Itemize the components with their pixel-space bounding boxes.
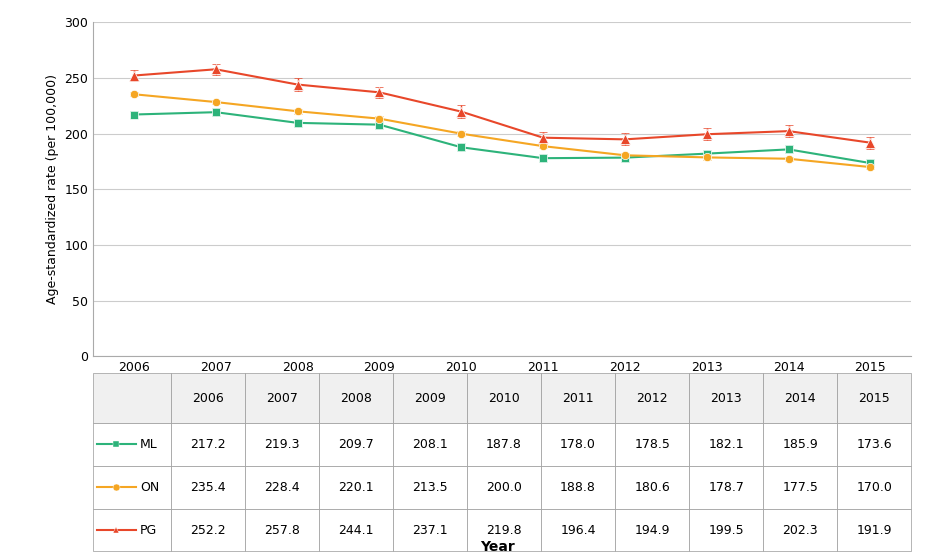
Bar [764, 466, 837, 509]
Bar [689, 373, 764, 423]
Bar [393, 509, 467, 551]
Text: 199.5: 199.5 [709, 524, 744, 536]
Bar [319, 509, 393, 551]
Text: 196.4: 196.4 [561, 524, 596, 536]
Text: 182.1: 182.1 [709, 438, 744, 451]
Text: 219.8: 219.8 [486, 524, 522, 536]
Text: 2006: 2006 [192, 392, 223, 404]
Text: 209.7: 209.7 [338, 438, 374, 451]
Text: 213.5: 213.5 [412, 481, 447, 494]
Text: 173.6: 173.6 [857, 438, 892, 451]
Text: 194.9: 194.9 [634, 524, 670, 536]
Text: 187.8: 187.8 [486, 438, 522, 451]
Bar [467, 423, 541, 466]
Bar [245, 509, 319, 551]
Text: 2010: 2010 [488, 392, 520, 404]
Text: 178.7: 178.7 [709, 481, 744, 494]
Text: 191.9: 191.9 [857, 524, 892, 536]
Bar [615, 509, 689, 551]
Text: 2007: 2007 [266, 392, 298, 404]
Bar [467, 509, 541, 551]
Bar [615, 373, 689, 423]
Bar [393, 423, 467, 466]
Text: 200.0: 200.0 [486, 481, 522, 494]
Text: 2014: 2014 [785, 392, 817, 404]
Bar [541, 466, 615, 509]
Y-axis label: Age-standardized rate (per 100,000): Age-standardized rate (per 100,000) [46, 75, 59, 304]
Bar [764, 373, 837, 423]
Bar [467, 373, 541, 423]
Text: 252.2: 252.2 [190, 524, 226, 536]
Text: 2011: 2011 [563, 392, 594, 404]
Text: 217.2: 217.2 [190, 438, 226, 451]
Text: 244.1: 244.1 [339, 524, 374, 536]
Bar [837, 423, 911, 466]
Text: 202.3: 202.3 [782, 524, 818, 536]
Bar [393, 373, 467, 423]
Text: 180.6: 180.6 [634, 481, 670, 494]
Bar [837, 509, 911, 551]
Text: 219.3: 219.3 [264, 438, 299, 451]
Text: PG: PG [140, 524, 157, 536]
Bar [764, 509, 837, 551]
Bar [615, 466, 689, 509]
Text: 177.5: 177.5 [782, 481, 818, 494]
Bar [541, 373, 615, 423]
Text: 185.9: 185.9 [782, 438, 818, 451]
Bar [689, 423, 764, 466]
Text: ML: ML [140, 438, 157, 451]
Bar [171, 509, 245, 551]
Text: 2012: 2012 [636, 392, 668, 404]
Bar [541, 509, 615, 551]
Bar [245, 423, 319, 466]
Bar [93, 423, 171, 466]
Text: 178.0: 178.0 [560, 438, 596, 451]
Bar [467, 466, 541, 509]
Bar [541, 423, 615, 466]
Text: 208.1: 208.1 [412, 438, 448, 451]
Bar [171, 423, 245, 466]
Bar [93, 509, 171, 551]
Bar [319, 373, 393, 423]
Text: 170.0: 170.0 [857, 481, 892, 494]
Bar [93, 373, 171, 423]
Bar [93, 466, 171, 509]
Text: 2015: 2015 [858, 392, 890, 404]
Bar [393, 466, 467, 509]
Text: 228.4: 228.4 [264, 481, 299, 494]
Text: 178.5: 178.5 [634, 438, 671, 451]
Text: 2008: 2008 [340, 392, 372, 404]
Bar [615, 423, 689, 466]
Bar [689, 466, 764, 509]
Text: 188.8: 188.8 [560, 481, 596, 494]
Bar [171, 373, 245, 423]
Bar [319, 466, 393, 509]
Text: 257.8: 257.8 [264, 524, 299, 536]
Text: Year: Year [480, 540, 515, 554]
Bar [245, 373, 319, 423]
Bar [171, 466, 245, 509]
Bar [245, 466, 319, 509]
Text: 2009: 2009 [414, 392, 445, 404]
Text: 220.1: 220.1 [339, 481, 374, 494]
Bar [837, 373, 911, 423]
Text: 237.1: 237.1 [412, 524, 447, 536]
Bar [319, 423, 393, 466]
Bar [764, 423, 837, 466]
Bar [837, 466, 911, 509]
Text: ON: ON [140, 481, 159, 494]
Text: 235.4: 235.4 [190, 481, 226, 494]
Text: 2013: 2013 [711, 392, 742, 404]
Bar [689, 509, 764, 551]
